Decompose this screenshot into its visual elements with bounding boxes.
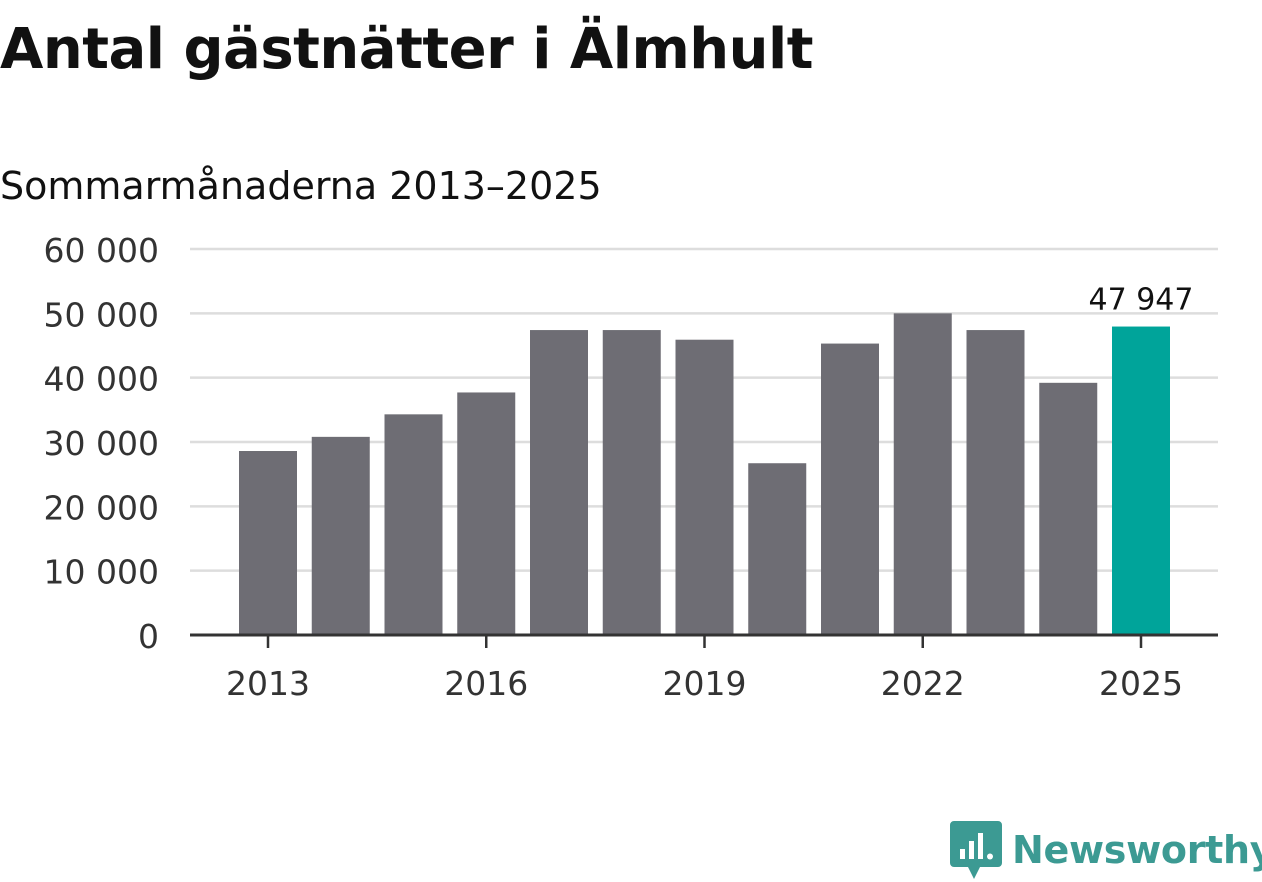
bar-2017 xyxy=(530,330,588,635)
data-labels: 47 947 xyxy=(1089,283,1194,318)
bar-2024 xyxy=(1039,382,1098,635)
y-tick-label: 30 000 xyxy=(44,424,159,463)
brand-name: Newsworthy xyxy=(1012,828,1262,872)
x-axis xyxy=(190,633,1218,648)
bars xyxy=(239,313,1170,635)
x-tick-label: 2022 xyxy=(881,664,965,703)
bar-2022 xyxy=(893,313,952,635)
y-tick-label: 10 000 xyxy=(44,553,159,592)
x-tick-label: 2019 xyxy=(663,664,747,703)
bar-2015 xyxy=(384,414,443,635)
x-axis-tick-labels: 2013 2016 2019 2022 2025 xyxy=(226,664,1183,703)
y-tick-label: 0 xyxy=(138,617,159,656)
bar-2016 xyxy=(457,392,516,635)
bar-2018 xyxy=(602,330,661,635)
bar-2025 xyxy=(1112,326,1170,635)
brand-logo: Newsworthy xyxy=(950,818,1262,882)
y-tick-label: 40 000 xyxy=(44,360,159,399)
x-tick-label: 2016 xyxy=(444,664,528,703)
bar-2023 xyxy=(966,330,1025,635)
bar-2019 xyxy=(675,339,734,635)
data-label: 47 947 xyxy=(1089,283,1194,318)
bar-2013 xyxy=(239,451,297,635)
y-axis-tick-labels: 0 10 000 20 000 30 000 40 000 50 000 60 000 xyxy=(44,231,159,656)
chart-title: Antal gästnätter i Älmhult xyxy=(0,17,814,82)
y-tick-label: 20 000 xyxy=(44,488,159,527)
bar-2014 xyxy=(311,436,370,635)
bar-2021 xyxy=(821,343,879,635)
newsworthy-logo-icon xyxy=(950,821,1002,879)
chart-subtitle: Sommarmånaderna 2013–2025 xyxy=(0,164,602,208)
bar-2020 xyxy=(748,463,807,635)
y-tick-label: 50 000 xyxy=(44,295,159,334)
y-tick-label: 60 000 xyxy=(44,231,159,270)
x-tick-label: 2025 xyxy=(1099,664,1183,703)
x-tick-label: 2013 xyxy=(226,664,310,703)
